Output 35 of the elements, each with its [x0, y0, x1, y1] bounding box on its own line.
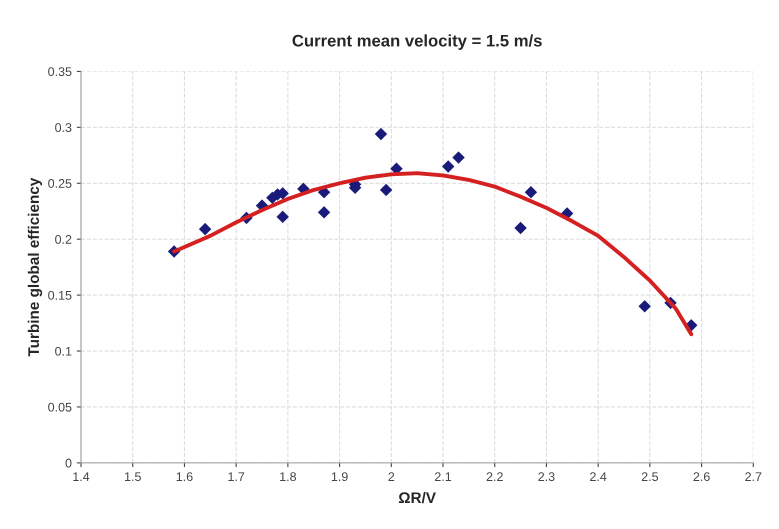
x-tick-label: 1.7	[228, 472, 244, 481]
point	[374, 128, 388, 140]
x-tick-label: 1.8	[280, 472, 296, 482]
point	[524, 186, 538, 198]
x-axis-title: ΩR/V	[398, 492, 436, 504]
point	[514, 222, 527, 234]
point	[380, 184, 392, 196]
point	[198, 222, 212, 236]
x-tick-label: 2.6	[694, 472, 710, 482]
point	[318, 206, 330, 219]
x-tick-label: 2.5	[642, 472, 658, 482]
y-tick-label: 0	[66, 458, 72, 468]
x-tick-label: 1.4	[73, 472, 90, 481]
y-tick-label: 0.2	[55, 234, 72, 244]
y-tick-label: 0.25	[48, 179, 72, 188]
y-tick-label: 0.1	[55, 346, 72, 356]
x-tick-label: 2.7	[745, 472, 762, 481]
y-tick-label: 0.3	[55, 123, 72, 132]
y-tick-label: 0.15	[48, 290, 72, 300]
point	[452, 151, 465, 164]
point	[276, 210, 289, 224]
x-tick-label: 1.6	[176, 472, 193, 482]
x-tick-label: 2.4	[590, 472, 606, 481]
x-tick-label: 2.1	[434, 472, 452, 481]
y-tick-label: 0.35	[48, 67, 72, 76]
point	[638, 300, 651, 313]
x-tick-label: 1.9	[332, 472, 348, 482]
y-tick-label: 0.05	[48, 402, 72, 412]
x-tick-label: 1.5	[124, 472, 141, 482]
point	[442, 160, 454, 173]
x-tick-label: 2.3	[538, 472, 555, 482]
x-tick-label: 2.2	[486, 472, 503, 481]
chart-title: Current mean velocity = 1.5 m/s	[292, 34, 542, 50]
y-axis-title: Turbine global efficiency	[28, 178, 42, 356]
x-tick-label: 2	[388, 472, 394, 481]
